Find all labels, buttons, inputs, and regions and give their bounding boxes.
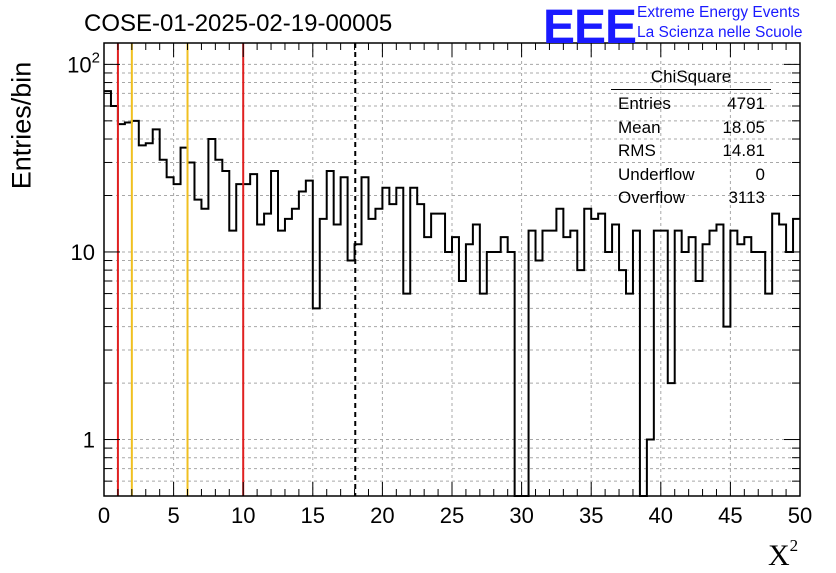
logo-line-1: Extreme Energy Events bbox=[637, 4, 800, 21]
logo-caption: Extreme Energy Events La Scienza nelle S… bbox=[637, 3, 802, 43]
x-tick-label: 50 bbox=[788, 503, 812, 528]
stats-value: 3113 bbox=[728, 188, 765, 207]
x-tick-label: 20 bbox=[370, 503, 394, 528]
stats-label: Mean bbox=[618, 117, 661, 137]
x-tick-label: 10 bbox=[231, 503, 255, 528]
y-tick-label-sup: 2 bbox=[92, 49, 100, 66]
logo-line-2: La Scienza nelle Scuole bbox=[637, 24, 803, 41]
chart-title: COSE-01-2025-02-19-00005 bbox=[84, 10, 393, 37]
stats-label: Overflow bbox=[618, 188, 686, 207]
stats-row-mean: Mean 18.05 bbox=[611, 116, 769, 140]
stats-label: Underflow bbox=[618, 164, 695, 184]
stats-value: 14.81 bbox=[722, 141, 765, 160]
x-tick-label: 30 bbox=[509, 503, 533, 528]
x-tick-label: 35 bbox=[579, 503, 603, 528]
stats-label: RMS bbox=[618, 141, 656, 160]
y-tick-label: 10 bbox=[71, 240, 95, 265]
x-axis-label: X2 bbox=[768, 536, 798, 573]
x-tick-label: 40 bbox=[649, 503, 673, 528]
x-axis-label-base: X bbox=[768, 539, 790, 572]
stats-row-entries: Entries 4791 bbox=[611, 92, 769, 116]
x-tick-label: 45 bbox=[718, 503, 742, 528]
y-tick-label: 102 bbox=[67, 49, 100, 77]
stats-label: Entries bbox=[618, 94, 671, 113]
stats-row-rms: RMS 14.81 bbox=[611, 139, 769, 163]
x-tick-label: 5 bbox=[167, 503, 179, 528]
x-tick-label: 25 bbox=[440, 503, 464, 528]
stats-row-overflow: Overflow 3113 bbox=[611, 186, 769, 210]
stats-value: 0 bbox=[755, 164, 765, 184]
stats-row-underflow: Underflow 0 bbox=[611, 163, 769, 187]
x-tick-label: 15 bbox=[301, 503, 325, 528]
stats-title: ChiSquare bbox=[611, 67, 771, 90]
x-tick-label: 0 bbox=[98, 503, 110, 528]
histogram-series bbox=[104, 90, 800, 497]
y-tick-label: 1 bbox=[83, 428, 95, 453]
x-axis-label-sup: 2 bbox=[789, 536, 799, 555]
stats-value: 4791 bbox=[727, 94, 765, 113]
y-axis-label: Entries/bin bbox=[6, 61, 37, 190]
eee-logo: EEE bbox=[543, 1, 637, 54]
stats-value: 18.05 bbox=[722, 117, 765, 137]
stats-box: ChiSquare Entries 4791 Mean 18.05 RMS 14.81… bbox=[611, 67, 771, 210]
